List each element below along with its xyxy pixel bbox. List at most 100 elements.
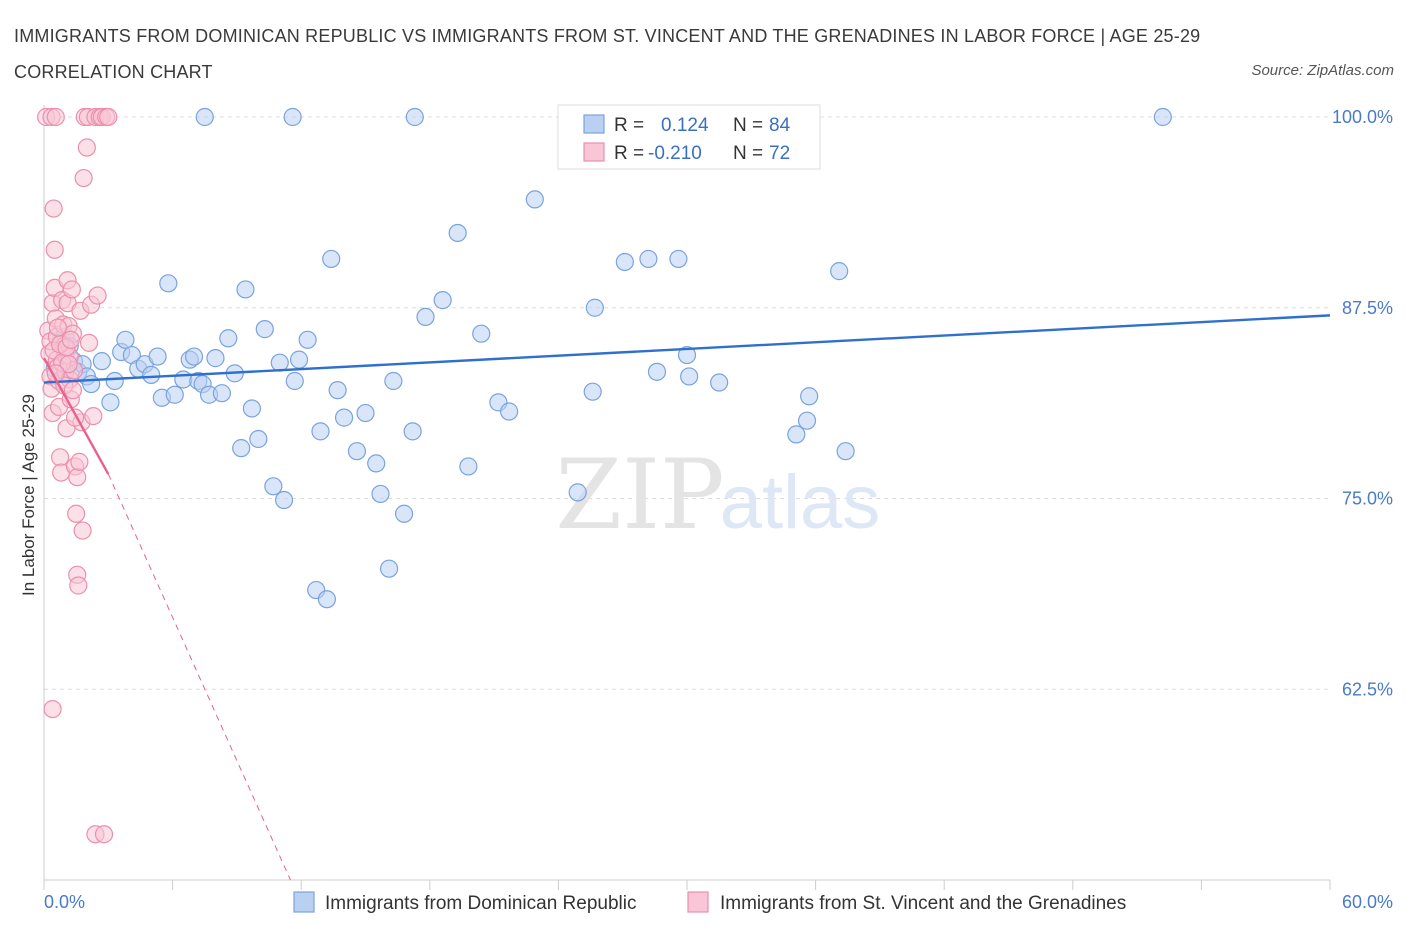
point-dominican-republic [92,352,111,371]
legend-swatch-pink [583,142,605,162]
point-st-vincent [94,825,114,844]
point-dominican-republic [836,442,855,461]
point-dominican-republic [298,330,317,349]
point-st-vincent [48,318,68,337]
point-st-vincent [63,381,83,400]
point-dominican-republic [159,274,178,293]
point-dominican-republic [264,477,283,496]
point-dominican-republic [206,349,225,368]
x-ticks [43,880,1331,890]
point-dominican-republic [585,298,604,317]
y-tick-label: 87.5% [1342,298,1393,318]
y-tick-labels: 62.5% 75.0% 87.5% 100.0% [1332,107,1393,699]
point-dominican-republic [800,387,819,406]
point-st-vincent [43,699,62,719]
series-legend: Immigrants from Dominican Republic Immig… [293,891,1126,914]
point-dominican-republic [379,559,399,578]
point-dominican-republic [568,483,587,502]
point-dominican-republic [615,252,634,272]
point-st-vincent [46,107,65,127]
point-dominican-republic [311,422,330,441]
point-dominican-republic [448,223,467,243]
bottom-legend-blue-label: Immigrants from Dominican Republic [325,893,637,914]
point-st-vincent [69,576,88,595]
watermark: ZIP atlas [555,439,880,551]
x-tick-label-min: 0.0% [44,892,85,912]
legend-blue-n-value: 84 [769,115,791,136]
watermark-atlas: atlas [720,460,881,545]
gridlines [44,116,1330,690]
point-dominican-republic [322,249,341,269]
trend-lines [42,314,1331,881]
point-dominican-republic [195,107,214,127]
point-dominican-republic [472,324,491,343]
legend-pink-n-label: N = [733,143,763,164]
y-tick-label: 75.0% [1342,489,1393,509]
point-dominican-republic [184,347,204,366]
bottom-legend-swatch-pink [687,891,709,913]
series-st-vincent [37,107,118,844]
point-dominican-republic [677,345,697,365]
point-dominican-republic [525,190,544,209]
trend-line-st-vincent [42,357,110,475]
point-dominican-republic [830,262,849,281]
legend-blue-r-label: R = [614,115,644,136]
legend-pink-n-value: 72 [769,143,790,164]
point-dominican-republic [356,403,375,423]
point-dominican-republic [384,371,403,391]
legend-pink-r-label: R = [614,143,644,164]
point-dominican-republic [500,402,519,421]
point-dominican-republic [289,350,309,369]
bottom-legend-pink-label: Immigrants from St. Vincent and the Gren… [720,893,1126,914]
point-dominican-republic [347,442,367,461]
point-st-vincent [61,330,80,349]
point-dominican-republic [212,384,231,403]
point-st-vincent [70,452,89,471]
bottom-legend-swatch-blue [293,891,315,913]
point-dominican-republic [328,381,347,400]
point-dominican-republic [105,371,124,391]
point-st-vincent [62,280,81,299]
point-dominican-republic [219,329,238,348]
point-dominican-republic [236,280,255,299]
point-dominican-republic [394,504,414,523]
point-dominican-republic [334,408,354,427]
point-dominican-republic [797,411,817,430]
y-tick-label: 100.0% [1332,107,1393,127]
point-dominican-republic [459,457,478,476]
point-st-vincent [45,240,64,259]
point-dominican-republic [255,320,274,339]
point-dominican-republic [433,291,452,310]
point-dominican-republic [283,107,302,127]
point-st-vincent [79,333,99,352]
point-dominican-republic [680,367,699,386]
point-dominican-republic [1153,107,1172,127]
point-dominican-republic [101,393,120,412]
point-dominican-republic [647,362,667,381]
trend-line-dominican-republic [43,314,1331,384]
point-dominican-republic [416,307,435,327]
point-st-vincent [84,406,103,426]
point-st-vincent [59,355,78,374]
point-dominican-republic [787,425,806,444]
point-st-vincent [50,448,70,467]
point-st-vincent [99,107,118,127]
point-dominican-republic [148,347,167,366]
point-dominican-republic [142,365,161,384]
point-dominican-republic [367,454,386,473]
legend-blue-r-value: 0.124 [661,115,709,136]
point-dominican-republic [710,373,729,392]
point-dominican-republic [242,399,262,418]
source-label: Source: ZipAtlas.com [1251,62,1394,79]
y-axis-title: In Labor Force | Age 25-29 [19,394,38,596]
point-dominican-republic [583,382,602,401]
point-dominican-republic [249,429,268,449]
point-st-vincent [67,504,86,523]
point-dominican-republic [174,370,193,389]
point-dominican-republic [403,422,422,441]
point-dominican-republic [232,439,251,458]
legend-pink-r-value: -0.210 [648,143,702,164]
point-st-vincent [73,521,92,540]
point-st-vincent [88,286,107,305]
